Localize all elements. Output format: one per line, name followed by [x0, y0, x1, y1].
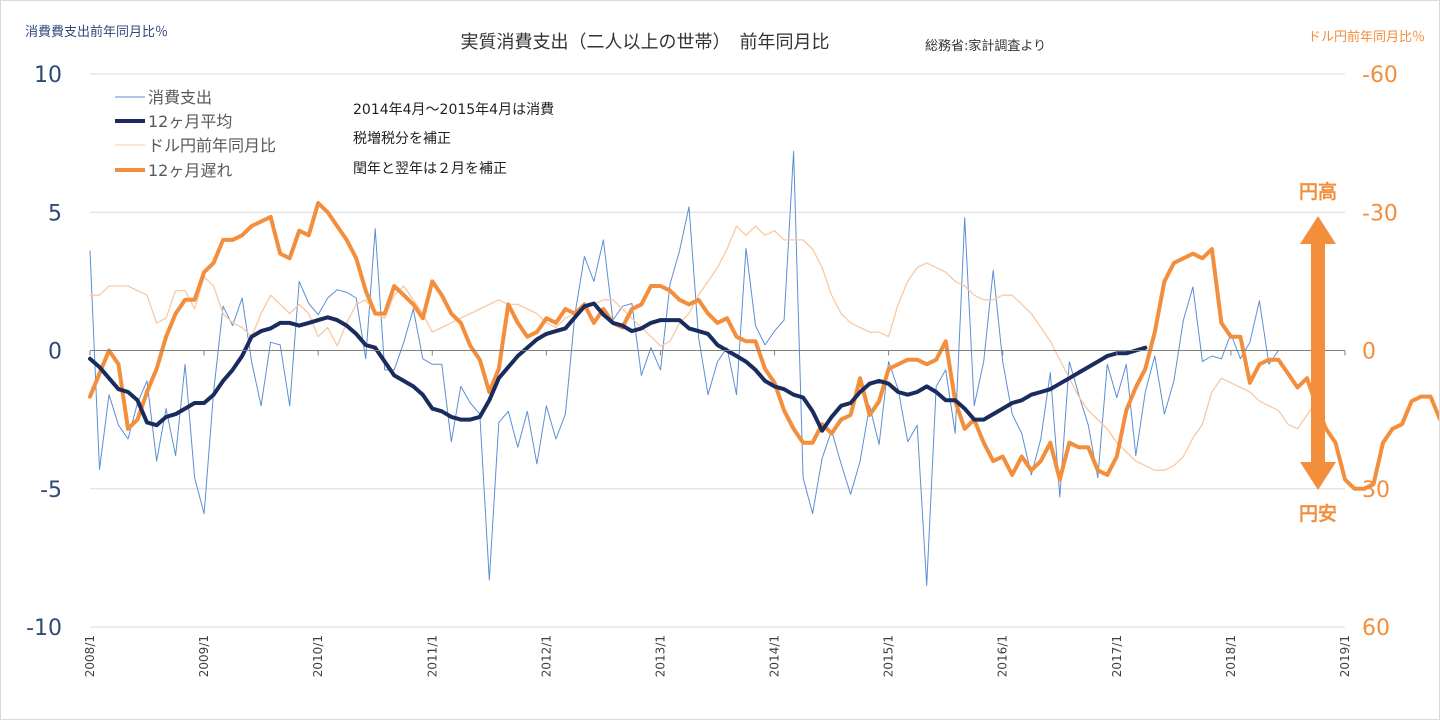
- y-left-tick-label: 0: [48, 340, 62, 365]
- x-tick-label: 2019/1: [1338, 635, 1352, 677]
- series-usdjpy: [89, 225, 1318, 471]
- y-left-tick-label: 10: [34, 63, 62, 88]
- y-left-tick-label: 5: [48, 201, 62, 226]
- x-tick-label: 2018/1: [1224, 635, 1238, 677]
- y-right-tick-label: 0: [1362, 340, 1376, 365]
- y-left-tick-label: -5: [40, 478, 62, 503]
- annotation-line-1: 2014年4月～2015年4月は消費: [353, 102, 554, 118]
- yen-arrow: 円高 円安: [1299, 180, 1337, 525]
- grid-layer: [90, 73, 1345, 628]
- y-left-tick-label: -10: [26, 616, 62, 641]
- legend: 消費支出 12ヶ月平均 ドル円前年同月比 12ヶ月遅れ: [115, 88, 276, 180]
- x-tick-label: 2015/1: [882, 635, 896, 677]
- arrow-label-bottom: 円安: [1299, 502, 1337, 525]
- y-right-tick-label: 60: [1362, 616, 1390, 641]
- x-tick-label: 2010/1: [311, 635, 325, 677]
- annotation-line-3: 閏年と翌年は２月を補正: [353, 161, 507, 177]
- x-tick-label: 2017/1: [1110, 635, 1124, 677]
- x-tick-label: 2012/1: [539, 635, 553, 677]
- legend-label-avg12: 12ヶ月平均: [148, 112, 232, 131]
- series-lag12: [88, 201, 1440, 491]
- annotations: 2014年4月～2015年4月は消費 税増税分を補正 閏年と翌年は２月を補正: [353, 102, 554, 177]
- chart-title: 実質消費支出（二人以上の世帯） 前年同月比: [461, 32, 830, 53]
- double-arrow-icon: [1300, 216, 1336, 490]
- x-tick-label: 2016/1: [996, 635, 1010, 677]
- arrow-label-top: 円高: [1299, 180, 1337, 203]
- legend-label-lag12: 12ヶ月遅れ: [148, 161, 232, 180]
- x-tick-label: 2014/1: [768, 635, 782, 677]
- y-right-tick-label: -30: [1362, 201, 1398, 226]
- series-layer: [88, 150, 1440, 586]
- source-note: 総務省:家計調査より: [925, 38, 1046, 54]
- series-avg12: [88, 301, 1148, 433]
- axis-layer: 10 5 0 -5 -10 -60 -30 0 30 60 2008/1 2009/1 2010/1 20…: [26, 63, 1398, 677]
- x-tick-label: 2013/1: [653, 635, 667, 677]
- right-axis-label: ドル円前年同月比％: [1308, 29, 1425, 45]
- x-tick-label: 2009/1: [197, 635, 211, 677]
- annotation-line-2: 税増税分を補正: [353, 131, 451, 147]
- x-tick-label: 2011/1: [425, 635, 439, 677]
- x-tick-label: 2008/1: [83, 635, 97, 677]
- y-right-tick-label: 30: [1362, 478, 1390, 503]
- legend-label-usdjpy: ドル円前年同月比: [148, 136, 276, 155]
- left-axis-label: 消費費支出前年同月比％: [25, 24, 168, 40]
- y-right-tick-label: -60: [1362, 63, 1398, 88]
- legend-label-consumption: 消費支出: [148, 88, 212, 107]
